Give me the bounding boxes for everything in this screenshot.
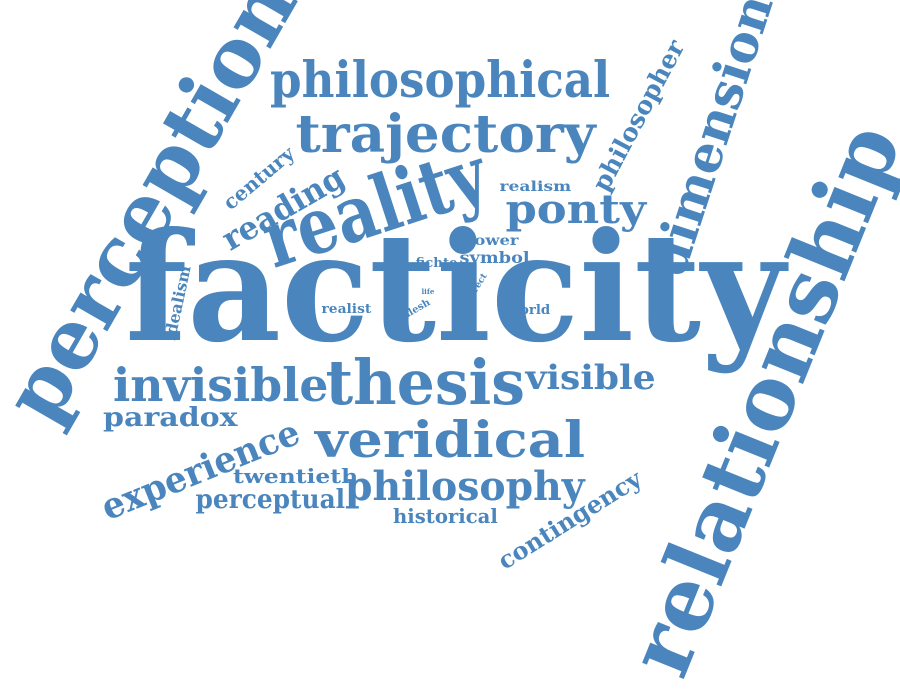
word-world: world (508, 302, 550, 318)
word-historical: historical (392, 504, 498, 528)
word-thesis: thesis (325, 346, 525, 419)
word-symbol: symbol (458, 248, 530, 267)
word-paradox: paradox (102, 403, 238, 433)
word-philosophical: philosophical (270, 50, 611, 109)
word-power: power (462, 233, 519, 249)
word-realism: realism (499, 179, 571, 195)
word-trajectory: trajectory (294, 104, 596, 165)
word-invisible: invisible (112, 358, 328, 412)
word-philosophy: philosophy (344, 463, 585, 510)
word-twentieth: twentieth (232, 464, 358, 488)
word-ponty: ponty (504, 186, 646, 233)
word-realist: realist (321, 301, 371, 317)
word-perceptual: perceptual (195, 485, 345, 515)
word-visible: visible (524, 358, 656, 398)
word-fichte: fichte (415, 255, 458, 271)
word-life: life (421, 286, 435, 296)
word-facticity: facticity (124, 200, 786, 376)
word-veridical: veridical (314, 410, 586, 469)
